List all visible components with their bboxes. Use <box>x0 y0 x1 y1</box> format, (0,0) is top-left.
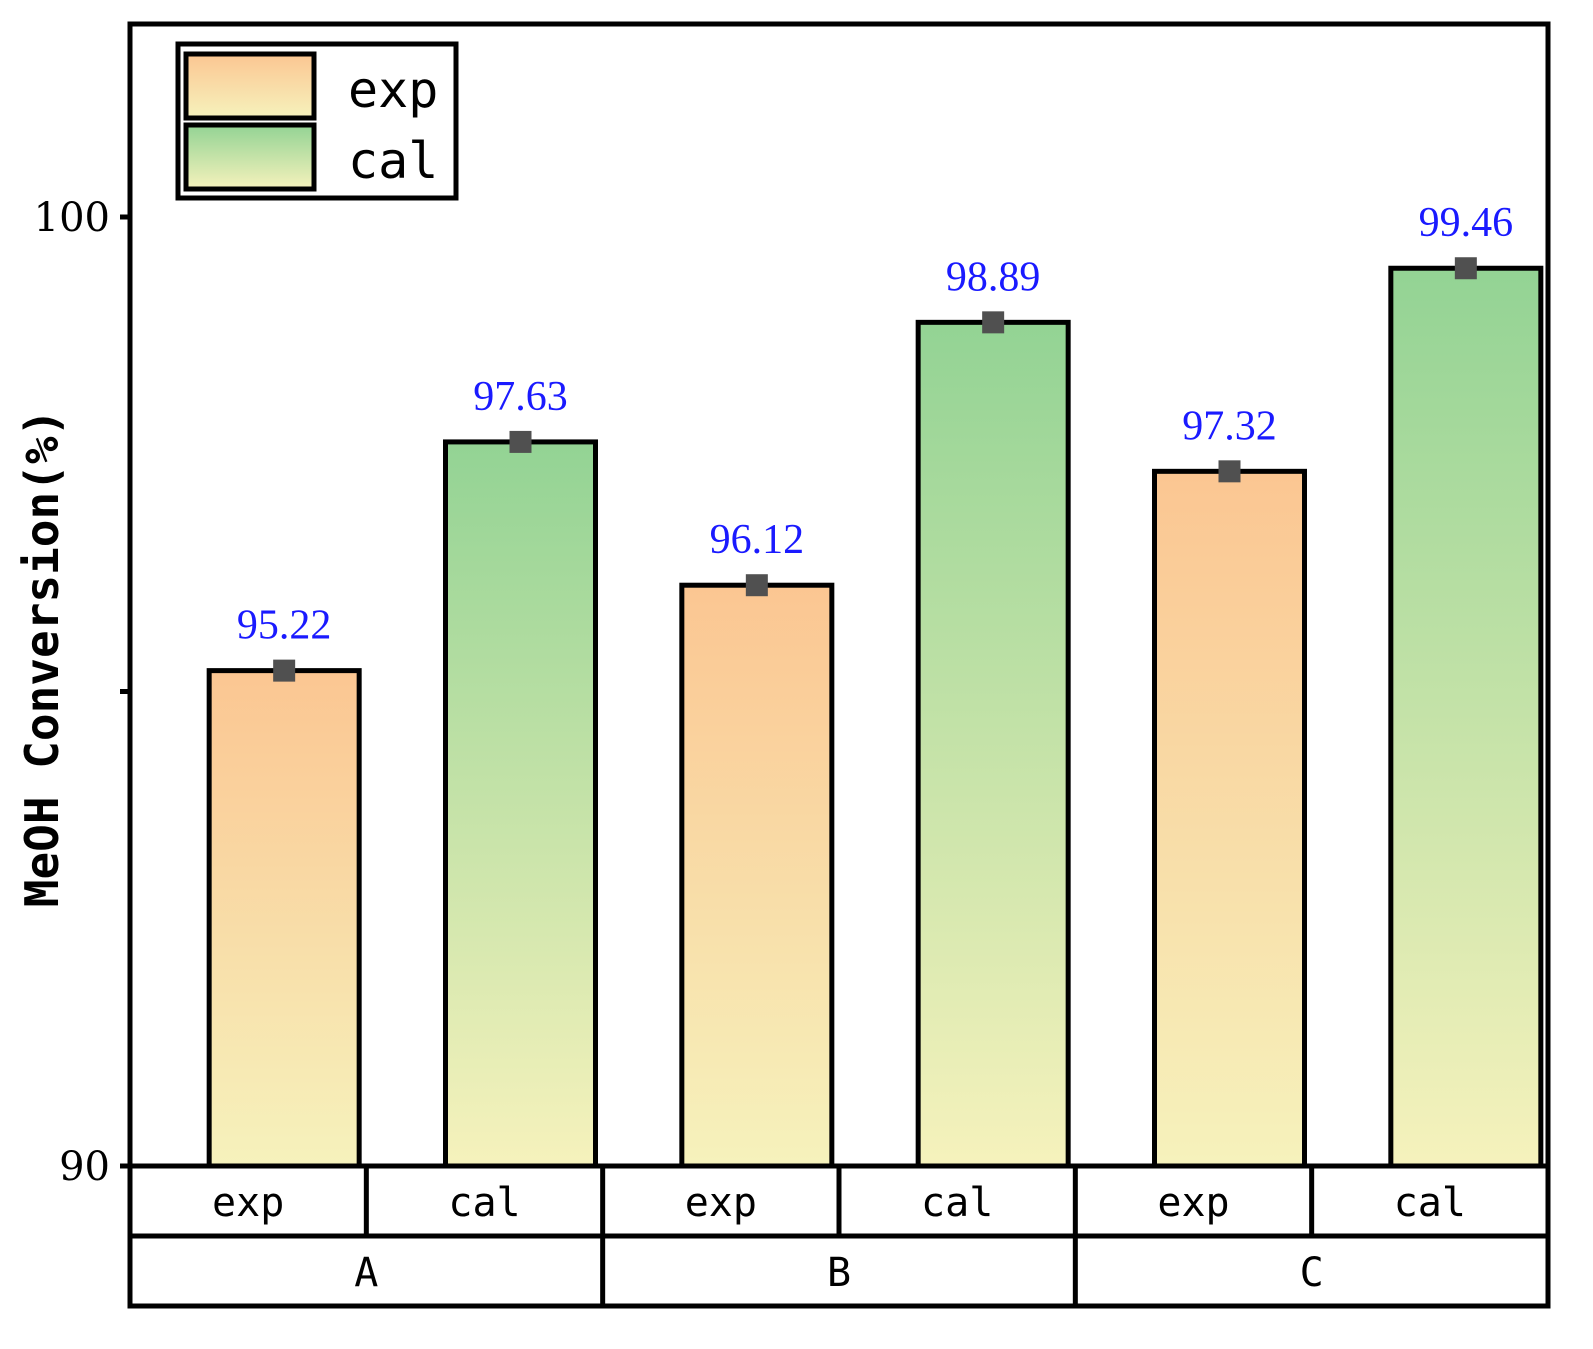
y-axis-ticks: 90 100 <box>34 195 130 1190</box>
marker-C-exp <box>1218 460 1241 483</box>
group-label-C: C <box>1300 1250 1324 1296</box>
group-label-B: B <box>827 1250 851 1296</box>
category-label-C-exp: exp <box>1157 1180 1229 1226</box>
bar-C-exp <box>1152 468 1307 1169</box>
bar-A-exp <box>206 668 362 1169</box>
bar-A-cal <box>443 439 598 1169</box>
group-label-A: A <box>354 1250 378 1296</box>
legend-swatch-exp <box>183 51 317 121</box>
data-label-B-cal: 98.89 <box>946 254 1041 300</box>
bar-C-cal <box>1388 265 1544 1169</box>
data-label-C-cal: 99.46 <box>1419 200 1514 246</box>
legend-label-cal: cal <box>348 132 438 190</box>
y-tick-label: 90 <box>59 1144 110 1190</box>
category-label-A-cal: cal <box>448 1180 520 1226</box>
y-tick-label: 100 <box>34 195 110 241</box>
data-label-B-exp: 96.12 <box>710 517 805 563</box>
marker-A-cal <box>509 430 532 453</box>
data-label-C-exp: 97.32 <box>1182 403 1277 449</box>
marker-B-exp <box>745 574 768 597</box>
legend: exp cal <box>175 41 459 201</box>
bar-B-cal <box>915 319 1071 1169</box>
marker-A-exp <box>273 659 296 682</box>
data-label-A-cal: 97.63 <box>473 374 568 420</box>
category-label-B-exp: exp <box>685 1180 757 1226</box>
bar-B-exp <box>679 582 835 1169</box>
data-label-A-exp: 95.22 <box>237 603 332 649</box>
legend-swatch-cal <box>183 122 317 192</box>
category-label-C-cal: cal <box>1394 1180 1466 1226</box>
category-label-A-exp: exp <box>212 1180 284 1226</box>
marker-B-cal <box>982 311 1005 334</box>
category-label-B-cal: cal <box>921 1180 993 1226</box>
legend-label-exp: exp <box>348 61 438 119</box>
marker-C-cal <box>1454 257 1477 280</box>
y-axis-label: MeOH Conversion(%) <box>15 409 69 908</box>
bars-layer: 95.22 97.63 96.12 98.89 97.32 99.46 <box>206 200 1544 1169</box>
